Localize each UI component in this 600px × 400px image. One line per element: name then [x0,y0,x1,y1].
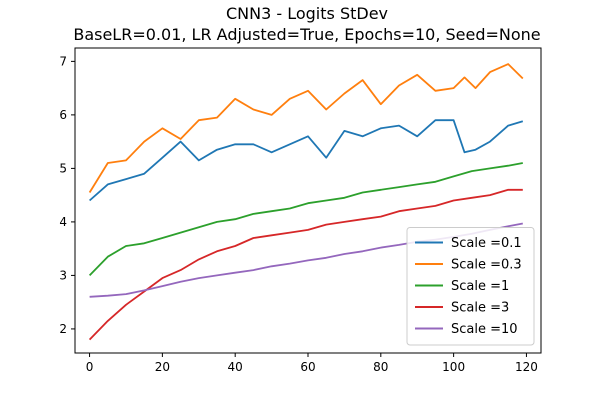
axes: 0 20 40 60 80 100 120 2 3 4 5 6 7 [59,54,538,374]
legend: Scale =0.1 Scale =0.3 Scale =1 Scale =3 Scal… [406,227,535,346]
series-lines [88,63,524,341]
x-tick-label-1: 20 [155,360,170,374]
series-line-2 [88,162,523,277]
legend-label-0: Scale =0.1 [451,236,522,251]
x-tick-label-6: 120 [515,360,538,374]
legend-label-4: Scale =10 [451,322,518,337]
x-tick-label-4: 80 [373,360,388,374]
y-tick-label-3: 5 [59,161,67,175]
legend-box [406,227,535,346]
series-line-3 [88,188,523,341]
chart-title: CNN3 - Logits StDev [226,4,388,23]
series-line-0 [89,119,524,202]
legend-label-2: Scale =1 [451,279,509,294]
y-tick-label-0: 2 [59,322,67,336]
chart-subtitle: BaseLR=0.01, LR Adjusted=True, Epochs=10… [73,25,540,44]
x-tick-label-3: 60 [300,360,315,374]
y-tick-label-4: 6 [59,108,67,122]
x-tick-label-0: 0 [86,360,94,374]
legend-label-1: Scale =0.3 [451,258,522,273]
y-tick-label-5: 7 [59,54,67,68]
x-tick-label-5: 100 [442,360,465,374]
y-tick-label-2: 4 [59,215,67,229]
series-line-1 [88,63,524,193]
y-tick-label-1: 3 [59,268,67,282]
legend-label-3: Scale =3 [451,301,509,316]
x-tick-label-2: 40 [228,360,243,374]
